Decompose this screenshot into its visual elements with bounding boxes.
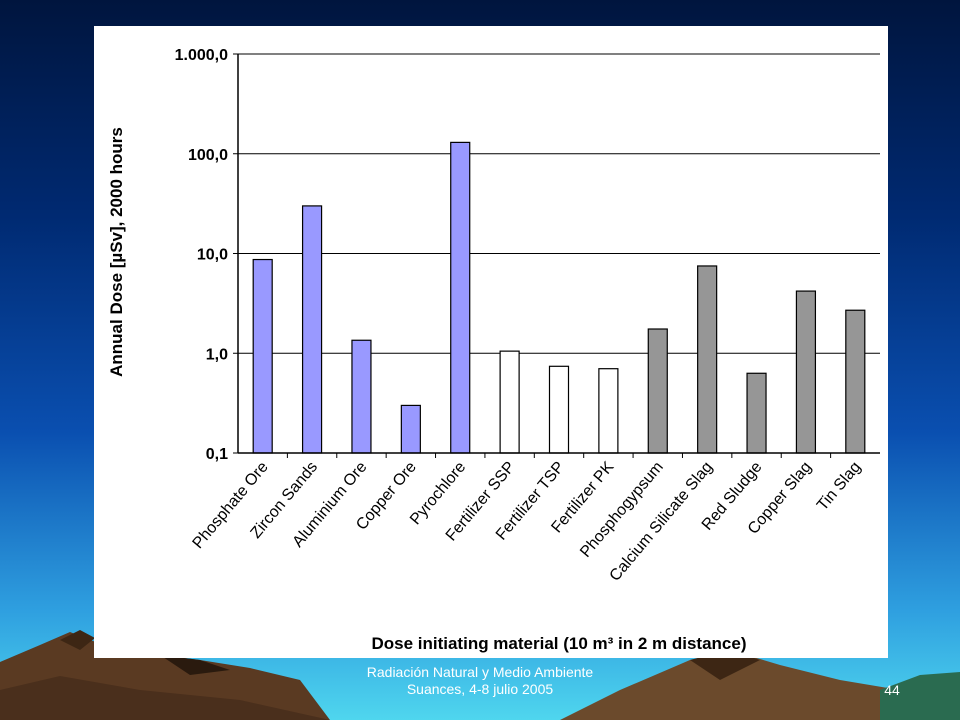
bar: [845, 309, 866, 454]
bar: [548, 365, 570, 454]
y-tick-label: 0,1: [206, 446, 228, 463]
bar: [351, 339, 372, 454]
bar: [450, 141, 471, 454]
bar: [301, 205, 323, 454]
y-tick-label: 1,0: [206, 346, 228, 363]
y-tick-label: 1.000,0: [175, 47, 228, 64]
bar: [795, 290, 817, 454]
bar: [647, 328, 668, 454]
bar: [400, 404, 421, 454]
chart-panel: 0,1 1,0 10,0 100,0 1.000,0 Phosphate Ore Zirco…: [94, 26, 888, 658]
y-axis-label: Annual Dose [µSv], 2000 hours: [107, 127, 126, 377]
x-tick-label: Tin Slag: [814, 459, 864, 514]
page-number: 44: [884, 682, 900, 698]
footer-caption: Radiación Natural y Medio Ambiente Suanc…: [330, 664, 630, 698]
bar: [746, 372, 767, 454]
bar: [499, 350, 520, 454]
footer-line-1: Radiación Natural y Medio Ambiente: [366, 664, 594, 680]
bar: [697, 265, 718, 454]
x-axis-label: Dose initiating material (10 m³ in 2 m d…: [371, 634, 746, 653]
bar: [598, 368, 619, 454]
footer-line-2: Suances, 4-8 julio 2005: [406, 681, 554, 697]
y-tick-label: 100,0: [188, 147, 228, 164]
bar: [252, 258, 273, 454]
y-tick-label: 10,0: [197, 247, 228, 264]
